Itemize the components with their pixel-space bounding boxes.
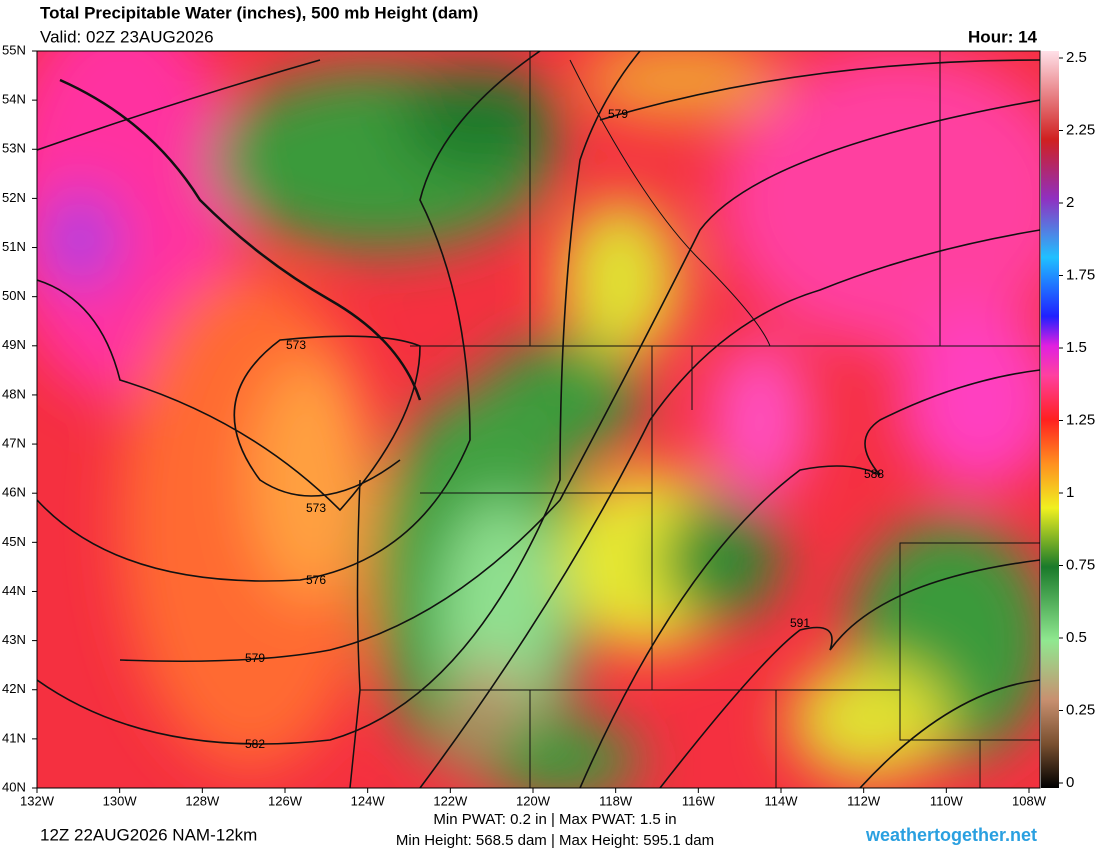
- latitude-label: 45N: [2, 534, 26, 549]
- longitude-label: 122W: [433, 793, 468, 808]
- longitude-label: 126W: [268, 793, 303, 808]
- latitude-label: 49N: [2, 337, 26, 352]
- contour-label: 591: [790, 616, 810, 630]
- contour-label: 573: [306, 501, 326, 515]
- latitude-label: 51N: [2, 239, 26, 254]
- height-range: Min Height: 568.5 dam | Max Height: 595.…: [396, 832, 714, 849]
- longitude-label: 124W: [351, 793, 386, 808]
- longitude-label: 116W: [682, 793, 716, 808]
- latitude-label: 42N: [2, 681, 26, 696]
- latitude-label: 40N: [2, 779, 26, 794]
- colorbar-tick-label: 1.5: [1066, 339, 1087, 356]
- colorbar-tick-label: 2.5: [1066, 49, 1087, 66]
- longitude-label: 130W: [103, 793, 138, 808]
- colorbar-tick-label: 0.75: [1066, 556, 1095, 573]
- longitude-label: 110W: [930, 793, 964, 808]
- contour-label: 579: [608, 107, 628, 121]
- longitude-label: 120W: [516, 793, 551, 808]
- latitude-label: 55N: [2, 42, 26, 57]
- borders: [59, 51, 1040, 788]
- contour-label: 573: [286, 338, 306, 352]
- longitude-label: 112W: [847, 793, 881, 808]
- map-frame: [36, 50, 1041, 789]
- latitude-label: 53N: [2, 141, 26, 156]
- latitude-label: 41N: [2, 730, 26, 745]
- colorbar-tick-label: 2: [1066, 194, 1074, 211]
- colorbar-tick-label: 0.25: [1066, 701, 1095, 718]
- site-name: weathertogether.net: [865, 825, 1037, 845]
- forecast-hour: Hour: 14: [968, 27, 1038, 46]
- map-field: [37, 51, 1040, 788]
- latitude-label: 50N: [2, 288, 26, 303]
- valid-time: Valid: 02Z 23AUG2026: [40, 27, 214, 46]
- latitude-label: 52N: [2, 190, 26, 205]
- contour-label: 588: [864, 467, 884, 481]
- colorbar: [1041, 51, 1059, 788]
- longitude-label: 128W: [185, 793, 220, 808]
- colorbar-tick-label: 2.25: [1066, 121, 1095, 138]
- latitude-label: 46N: [2, 485, 26, 500]
- colorbar-tick-label: 1.25: [1066, 411, 1095, 428]
- contour-label: 576: [306, 573, 326, 587]
- height-contours: [37, 51, 1040, 788]
- contour-label: 579: [245, 651, 265, 665]
- latitude-label: 47N: [2, 436, 26, 451]
- latitude-label: 44N: [2, 583, 26, 598]
- colorbar-tick-label: 0.5: [1066, 629, 1087, 646]
- colorbar-tick-label: 0: [1066, 774, 1074, 791]
- contour-label: 582: [245, 737, 265, 751]
- latitude-label: 43N: [2, 632, 26, 647]
- pwat-range: Min PWAT: 0.2 in | Max PWAT: 1.5 in: [433, 811, 676, 828]
- latitude-label: 54N: [2, 92, 26, 107]
- longitude-label: 108W: [1012, 793, 1047, 808]
- model-run: 12Z 22AUG2026 NAM-12km: [40, 825, 257, 844]
- longitude-label: 132W: [20, 793, 55, 808]
- title: Total Precipitable Water (inches), 500 m…: [40, 3, 478, 22]
- longitude-label: 114W: [765, 793, 799, 808]
- longitude-label: 118W: [599, 793, 633, 808]
- latitude-label: 48N: [2, 386, 26, 401]
- colorbar-tick-label: 1.75: [1066, 266, 1095, 283]
- colorbar-tick-label: 1: [1066, 484, 1074, 501]
